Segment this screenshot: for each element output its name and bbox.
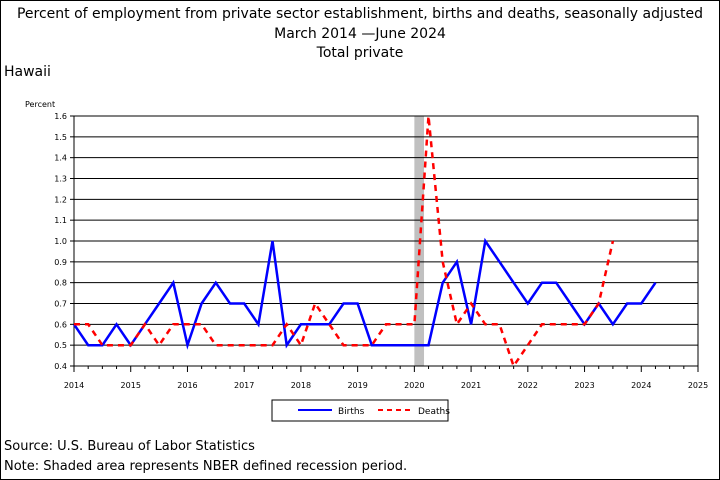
y-tick-label: 1.3 — [54, 175, 67, 184]
series-line-deaths — [74, 115, 615, 369]
y-tick-label: 0.6 — [54, 320, 67, 329]
y-tick-label: 0.5 — [54, 341, 67, 350]
y-axis-ticks: 0.4 0.5 0.6 0.7 0.8 0.9 1.0 1.1 1.2 1.3 1.4 1.5 1.6 — [54, 112, 74, 371]
x-tick-label: 2021 — [461, 381, 481, 390]
region-label: Hawaii — [4, 64, 51, 80]
y-tick-label: 0.4 — [54, 362, 67, 371]
chart-subtitle-industry: Total private — [316, 45, 404, 61]
legend-deaths-label: Deaths — [418, 407, 450, 417]
x-axis-ticks: 2014 2015 2016 2017 2018 2019 2020 2021 2022 2023… — [64, 366, 708, 390]
x-tick-label: 2020 — [404, 381, 424, 390]
y-tick-label: 1.0 — [54, 237, 67, 246]
series-lines — [72, 115, 657, 369]
x-tick-label: 2024 — [631, 381, 651, 390]
y-tick-label: 1.6 — [54, 112, 67, 121]
legend-births-label: Births — [338, 407, 365, 417]
x-tick-label: 2019 — [347, 381, 367, 390]
chart-subtitle-period: March 2014 —June 2024 — [274, 26, 446, 42]
series-line-births — [72, 237, 657, 350]
y-tick-label: 0.7 — [54, 300, 67, 309]
legend-box — [271, 399, 449, 422]
y-tick-label: 0.9 — [54, 258, 67, 267]
y-axis-label: Percent — [25, 100, 55, 109]
source-note: Source: U.S. Bureau of Labor Statistics — [4, 439, 255, 454]
y-tick-label: 0.8 — [54, 279, 67, 288]
x-tick-label: 2016 — [177, 381, 197, 390]
x-tick-label: 2018 — [291, 381, 311, 390]
x-tick-label: 2014 — [64, 381, 84, 390]
y-tick-label: 1.5 — [54, 133, 67, 142]
x-tick-label: 2025 — [688, 381, 708, 390]
y-tick-label: 1.1 — [54, 216, 67, 225]
x-tick-label: 2023 — [574, 381, 594, 390]
x-tick-label: 2015 — [121, 381, 141, 390]
chart-title: Percent of employment from private secto… — [16, 6, 704, 22]
legend: Births Deaths — [271, 399, 450, 422]
recession-note: Note: Shaded area represents NBER define… — [4, 459, 408, 474]
y-tick-label: 1.4 — [54, 154, 67, 163]
gridlines — [74, 115, 698, 367]
x-tick-label: 2017 — [234, 381, 254, 390]
y-tick-label: 1.2 — [54, 195, 67, 204]
x-tick-label: 2022 — [518, 381, 538, 390]
